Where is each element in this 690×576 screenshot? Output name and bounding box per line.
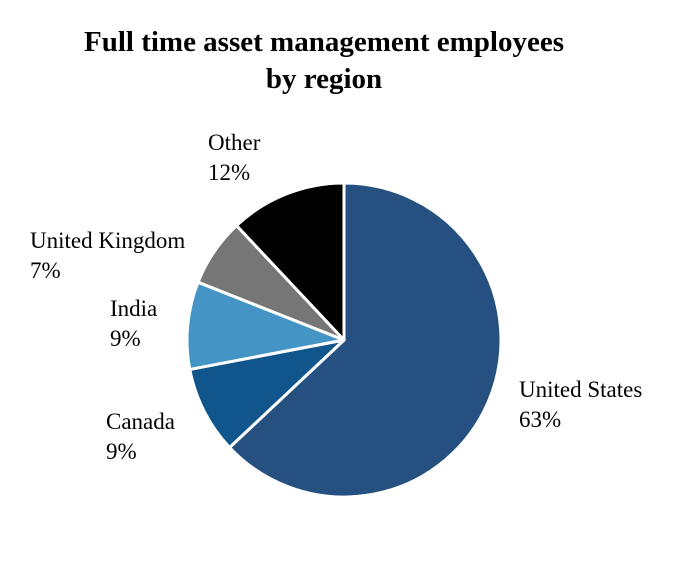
label-other: Other 12% (208, 128, 260, 188)
label-united-states: United States 63% (519, 375, 642, 435)
chart-title: Full time asset management employees by … (0, 24, 648, 98)
label-united-kingdom: United Kingdom 7% (30, 226, 185, 286)
pie-slice-other (235, 181, 346, 342)
chart-title-line1: Full time asset management employees (83, 26, 564, 58)
slice-name: United Kingdom (30, 228, 186, 253)
slice-name: Other (208, 130, 261, 155)
slice-percent: 9% (110, 326, 141, 351)
chart-title-line2: by region (265, 63, 383, 95)
label-india: India 9% (110, 294, 157, 354)
pie-slice-india (185, 280, 346, 371)
slice-percent: 7% (30, 258, 61, 283)
slice-percent: 9% (106, 439, 137, 464)
slice-percent: 63% (519, 407, 562, 432)
slice-name: Canada (106, 409, 175, 434)
label-canada: Canada 9% (106, 407, 175, 467)
pie-slice-united-states (228, 181, 503, 499)
slice-name: India (110, 296, 158, 321)
slice-percent: 12% (208, 160, 251, 185)
slice-name: United States (519, 377, 643, 402)
pie-slice-canada (188, 338, 346, 449)
